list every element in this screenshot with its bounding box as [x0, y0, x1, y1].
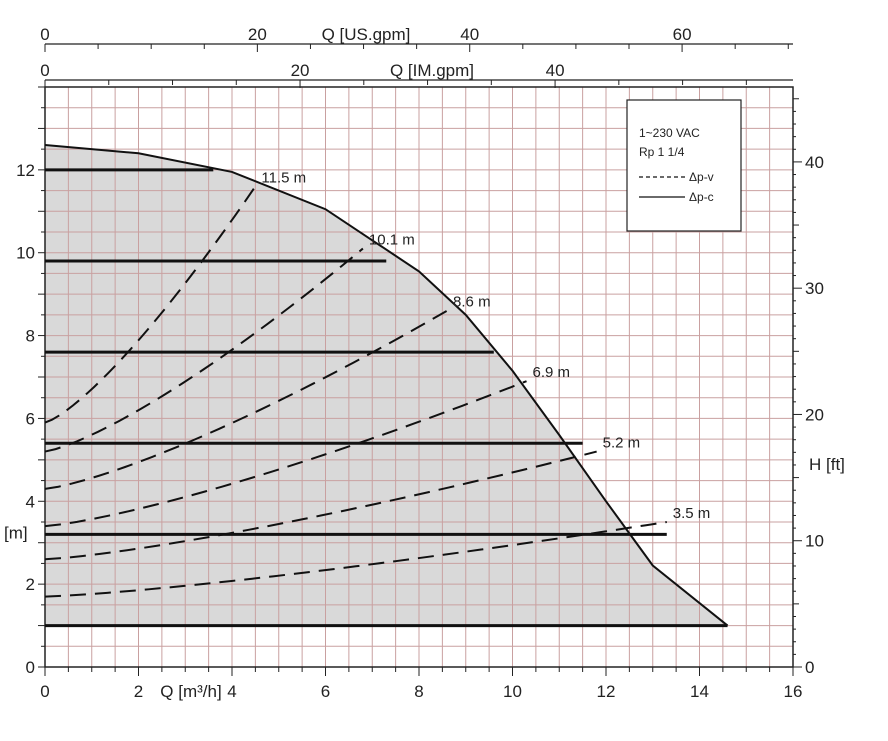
proportional-pressure-curve: [44, 309, 448, 490]
proportional-pressure-curve: [44, 185, 257, 424]
max-performance-curve: [44, 144, 729, 627]
legend-info-line: 1~230 VAC: [639, 126, 700, 140]
x-tick-label: 4: [227, 682, 236, 701]
curve-label: 5.2 m: [603, 435, 641, 452]
curve-label: 3.5 m: [673, 505, 711, 522]
right-tick-label: 10: [805, 532, 824, 551]
curve-label: 10.1 m: [369, 232, 415, 249]
right-tick-label: 40: [805, 153, 824, 172]
y-tick-label: 8: [26, 327, 35, 346]
top-us-tick-label: 60: [673, 25, 692, 44]
y-tick-label: 6: [26, 409, 35, 428]
x-tick-label: 14: [690, 682, 709, 701]
right-tick-label: 0: [805, 658, 814, 677]
curve-label: 6.9 m: [533, 364, 571, 381]
proportional-pressure-curve: [44, 521, 667, 598]
top-axis-us-title: Q [US.gpm]: [322, 25, 411, 44]
right-tick-label: 30: [805, 279, 824, 298]
top-im-tick-label: 20: [291, 61, 310, 80]
x-tick-label: 10: [503, 682, 522, 701]
legend-box: [626, 99, 742, 232]
legend-info-line: Rp 1 1/4: [639, 145, 685, 159]
top-im-tick-label: 40: [546, 61, 565, 80]
y-axis-title-left: [m]: [4, 523, 28, 542]
top-us-tick-label: 40: [460, 25, 479, 44]
curve-label: 8.6 m: [453, 294, 491, 311]
top-axis-im-title: Q [IM.gpm]: [390, 61, 474, 80]
x-tick-label: 6: [321, 682, 330, 701]
top-us-tick-label: 20: [248, 25, 267, 44]
x-tick-label: 12: [597, 682, 616, 701]
top-us-tick-label: 0: [40, 25, 49, 44]
top-im-tick-label: 0: [40, 61, 49, 80]
operating-area-fill: [45, 145, 728, 626]
y-tick-label: 10: [16, 244, 35, 263]
curve-label: 11.5 m: [261, 169, 306, 186]
proportional-pressure-curve: [44, 380, 527, 528]
right-tick-label: 20: [805, 405, 824, 424]
y-axis-title-right: H [ft]: [809, 455, 845, 474]
x-tick-label: 0: [40, 682, 49, 701]
x-tick-label: 2: [134, 682, 143, 701]
proportional-pressure-curve: [44, 247, 364, 453]
x-tick-label: 16: [784, 682, 803, 701]
y-tick-label: 2: [26, 575, 35, 594]
legend-entry-label: Δp-v: [689, 170, 714, 184]
legend-entry-label: Δp-c: [689, 190, 714, 204]
y-tick-label: 12: [16, 161, 35, 180]
x-axis-title: Q [m³/h]: [160, 682, 221, 701]
y-tick-label: 0: [26, 658, 35, 677]
x-tick-label: 8: [414, 682, 423, 701]
y-tick-label: 4: [26, 492, 35, 511]
proportional-pressure-curve: [44, 450, 597, 561]
